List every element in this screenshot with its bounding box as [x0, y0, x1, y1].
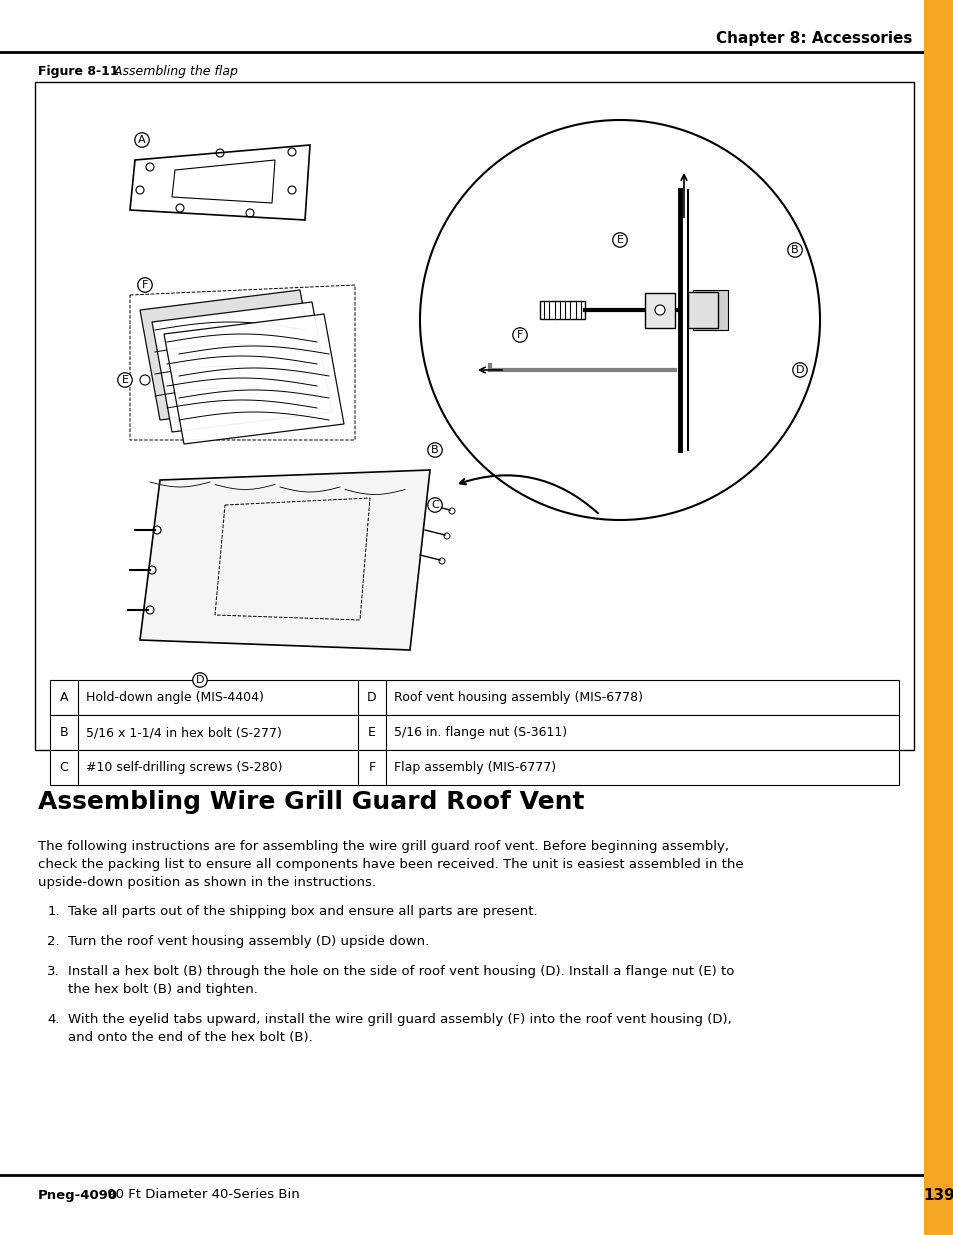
Bar	[35, 82, 913, 750]
Text: 90 Ft Diameter 40-Series Bin: 90 Ft Diameter 40-Series Bin	[103, 1188, 299, 1202]
Text: C: C	[59, 761, 69, 774]
Text: Install a hex bolt (B) through the hole on the side of roof vent housing (D). In: Install a hex bolt (B) through the hole …	[68, 965, 734, 978]
Text: Turn the roof vent housing assembly (D) upside down.: Turn the roof vent housing assembly (D) …	[68, 935, 429, 948]
Text: B: B	[431, 445, 438, 454]
Text: D: D	[795, 366, 803, 375]
Text: Assembling the flap: Assembling the flap	[110, 65, 237, 79]
Text: D: D	[367, 692, 376, 704]
Text: 4.: 4.	[48, 1013, 60, 1026]
Bar	[923, 0, 953, 1235]
Text: D: D	[195, 676, 204, 685]
Bar	[644, 293, 675, 327]
Polygon shape	[140, 471, 430, 650]
Text: Chapter 8: Accessories: Chapter 8: Accessories	[715, 31, 911, 46]
Text: B: B	[790, 245, 798, 254]
Circle shape	[655, 305, 664, 315]
Text: F: F	[368, 761, 375, 774]
Text: Assembling Wire Grill Guard Roof Vent: Assembling Wire Grill Guard Roof Vent	[38, 790, 584, 814]
Text: F: F	[517, 330, 522, 340]
Text: With the eyelid tabs upward, install the wire grill guard assembly (F) into the : With the eyelid tabs upward, install the…	[68, 1013, 731, 1026]
Text: A: A	[138, 135, 146, 144]
Text: Pneg-4090: Pneg-4090	[38, 1188, 118, 1202]
Text: B: B	[60, 726, 69, 739]
Bar	[539, 301, 584, 319]
Bar	[50, 715, 898, 750]
Text: the hex bolt (B) and tighten.: the hex bolt (B) and tighten.	[68, 983, 257, 995]
Text: Roof vent housing assembly (MIS-6778): Roof vent housing assembly (MIS-6778)	[394, 692, 642, 704]
Text: Flap assembly (MIS-6777): Flap assembly (MIS-6777)	[394, 761, 556, 774]
Text: and onto the end of the hex bolt (B).: and onto the end of the hex bolt (B).	[68, 1031, 313, 1044]
Text: A: A	[60, 692, 69, 704]
Text: 139: 139	[923, 1188, 953, 1203]
Text: check the packing list to ensure all components have been received. The unit is : check the packing list to ensure all com…	[38, 858, 742, 871]
Polygon shape	[164, 314, 344, 445]
Text: Hold-down angle (MIS-4404): Hold-down angle (MIS-4404)	[86, 692, 264, 704]
Polygon shape	[152, 303, 332, 432]
Text: 3.: 3.	[48, 965, 60, 978]
Text: The following instructions are for assembling the wire grill guard roof vent. Be: The following instructions are for assem…	[38, 840, 728, 853]
Text: upside-down position as shown in the instructions.: upside-down position as shown in the ins…	[38, 876, 375, 889]
Text: Figure 8-11: Figure 8-11	[38, 65, 118, 79]
Text: F: F	[142, 280, 148, 290]
Bar	[692, 290, 727, 330]
Text: 5/16 in. flange nut (S-3611): 5/16 in. flange nut (S-3611)	[394, 726, 566, 739]
Text: E: E	[616, 235, 623, 245]
Polygon shape	[140, 290, 319, 420]
Bar	[50, 750, 898, 785]
Text: E: E	[121, 375, 129, 385]
Text: 5/16 x 1-1/4 in hex bolt (S-277): 5/16 x 1-1/4 in hex bolt (S-277)	[86, 726, 281, 739]
Text: E: E	[368, 726, 375, 739]
Text: C: C	[431, 500, 438, 510]
Text: #10 self-drilling screws (S-280): #10 self-drilling screws (S-280)	[86, 761, 282, 774]
Text: 1.: 1.	[48, 905, 60, 918]
Text: 2.: 2.	[48, 935, 60, 948]
Bar	[50, 680, 898, 715]
Bar	[687, 291, 718, 329]
Text: Take all parts out of the shipping box and ensure all parts are present.: Take all parts out of the shipping box a…	[68, 905, 537, 918]
